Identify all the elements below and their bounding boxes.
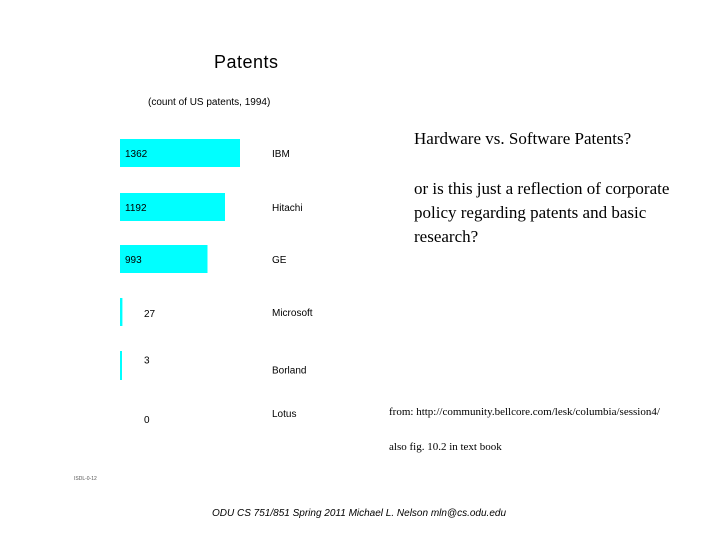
bar-hitachi	[120, 193, 225, 221]
chart-subtitle: (count of US patents, 1994)	[148, 97, 271, 108]
slide-id-label: ISDL-0-12	[74, 476, 97, 482]
bar-borland	[120, 351, 122, 380]
value-label-borland: 3	[144, 356, 150, 367]
bar-ge	[120, 245, 208, 273]
value-label-ibm: 1362	[125, 149, 148, 160]
category-label-ibm: IBM	[272, 149, 290, 160]
category-label-lotus: Lotus	[272, 409, 296, 420]
value-label-ge: 993	[125, 255, 142, 266]
value-label-hitachi: 1192	[125, 203, 147, 214]
value-label-microsoft: 27	[144, 309, 156, 320]
slide-footer: ODU CS 751/851 Spring 2011 Michael L. Ne…	[212, 508, 507, 519]
slide-question: Hardware vs. Software Patents?	[414, 129, 632, 148]
slide-followup: or is this just a reflection of corporat…	[414, 179, 670, 246]
bar-ibm	[120, 139, 240, 167]
textbook-reference: also fig. 10.2 in text book	[389, 441, 502, 453]
chart-title: Patents	[214, 52, 279, 72]
source-citation: from: http://community.bellcore.com/lesk…	[389, 406, 660, 418]
category-label-hitachi: Hitachi	[272, 203, 303, 214]
category-label-ge: GE	[272, 255, 287, 266]
value-label-lotus: 0	[144, 415, 150, 426]
category-label-borland: Borland	[272, 366, 306, 377]
bar-microsoft	[120, 298, 123, 326]
category-label-microsoft: Microsoft	[272, 308, 313, 319]
